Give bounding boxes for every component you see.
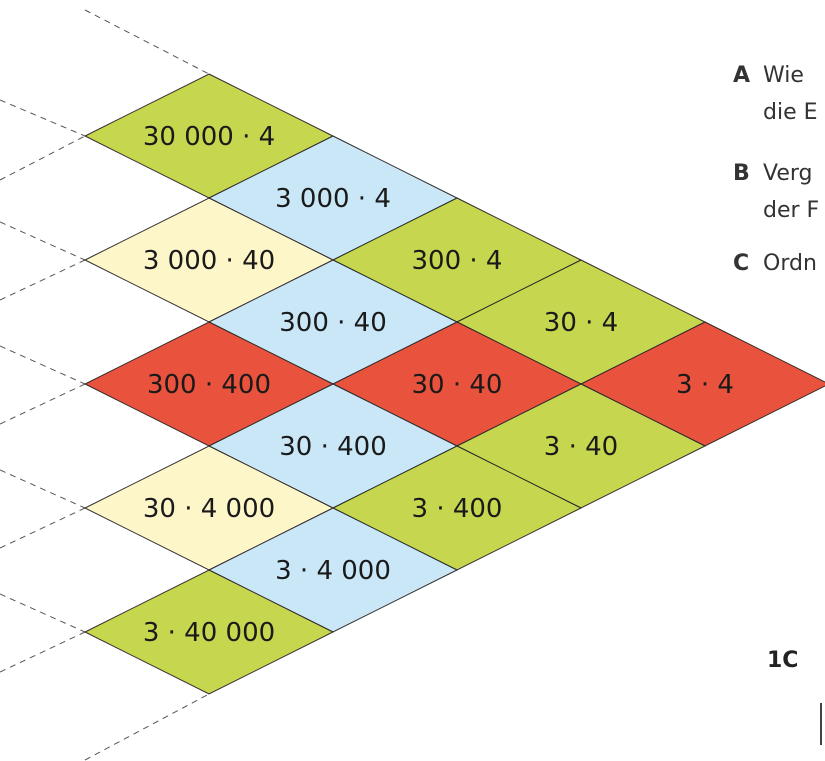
dashed-guides xyxy=(0,9,210,761)
task-text-line2: der F xyxy=(763,198,820,223)
rhombus-label: 3 000 · 40 xyxy=(143,246,275,276)
task-a: A Wie die E xyxy=(733,57,818,131)
dashed-guide-line xyxy=(0,469,86,509)
task-text-line2: die E xyxy=(763,100,818,125)
dashed-guide-line xyxy=(0,221,86,261)
dashed-guide-line xyxy=(84,693,210,761)
rhombus-label: 3 · 400 xyxy=(412,494,503,524)
dashed-guide-line xyxy=(0,135,86,181)
rhombus-label: 30 · 4 000 xyxy=(143,494,275,524)
task-text-line1: Wie xyxy=(763,63,804,88)
rhombus-label: 3 · 4 xyxy=(676,370,734,400)
task-c: C Ordn xyxy=(733,245,817,282)
rhombus-label: 300 · 40 xyxy=(279,308,387,338)
dashed-guide-line xyxy=(0,99,86,137)
rhombus-label: 30 000 · 4 xyxy=(143,122,275,152)
task-letter: A xyxy=(733,63,751,88)
task-letter: C xyxy=(733,251,750,276)
page-number: 1C xyxy=(767,648,799,673)
rhombus-cell: 3 · 40 000 xyxy=(83,569,335,695)
rhombus-label: 3 · 4 000 xyxy=(275,556,391,586)
task-text-line1: Verg xyxy=(763,161,813,186)
task-letter: B xyxy=(733,161,750,186)
rhombus-label: 30 · 40 xyxy=(412,370,503,400)
task-b: B Verg der F xyxy=(733,155,819,229)
rhombus-label: 30 · 400 xyxy=(279,432,387,462)
rhombus-label: 3 · 40 000 xyxy=(143,618,275,648)
task-text-line1: Ordn xyxy=(763,251,817,276)
rhombus-label: 3 · 40 xyxy=(544,432,618,462)
dashed-guide-line xyxy=(0,383,86,425)
edge-mark xyxy=(820,703,822,745)
dashed-guide-line xyxy=(0,259,86,301)
dashed-guide-line xyxy=(0,593,86,633)
dashed-guide-line xyxy=(84,9,210,75)
rhombus-label: 300 · 4 xyxy=(412,246,503,276)
rhombus-cell: 3 · 4 xyxy=(579,321,825,447)
rhombus-label: 300 · 400 xyxy=(147,370,271,400)
rhombus-label: 30 · 4 xyxy=(544,308,618,338)
dashed-guide-line xyxy=(0,507,86,549)
dashed-guide-line xyxy=(0,631,86,673)
rhombus-shape xyxy=(83,569,335,695)
dashed-guide-line xyxy=(0,345,86,385)
rhombus-label: 3 000 · 4 xyxy=(275,184,391,214)
